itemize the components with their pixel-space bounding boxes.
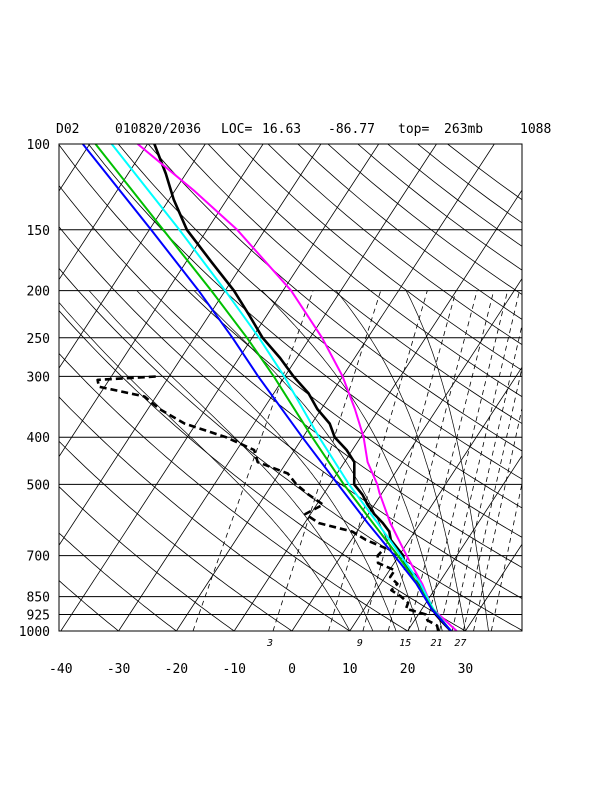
isotherm-line bbox=[60, 144, 380, 631]
dry-adiabat-line bbox=[59, 580, 119, 631]
dry-adiabat-line bbox=[59, 396, 351, 631]
dry-adiabat-line bbox=[387, 144, 522, 247]
header-number: 1088 bbox=[520, 122, 551, 137]
isotherm-line bbox=[407, 455, 522, 631]
dry-adiabat-line bbox=[59, 144, 522, 538]
isotherm-line bbox=[59, 144, 148, 281]
mixing-ratio-line bbox=[407, 290, 495, 631]
plot-frame bbox=[58, 143, 523, 632]
mixing-ratio-label: 15 bbox=[399, 638, 411, 649]
moist-adiabat-line bbox=[193, 290, 420, 631]
dry-adiabat-line bbox=[59, 352, 408, 631]
temperature-tick-label: 30 bbox=[458, 662, 474, 677]
isotherm-line bbox=[465, 543, 522, 631]
moist-adiabat-line bbox=[261, 290, 443, 631]
isotherm-line bbox=[59, 144, 206, 369]
dry-adiabat-line bbox=[327, 144, 522, 295]
header-datetime: 010820/2036 bbox=[115, 122, 201, 137]
temperature-tick-label: -30 bbox=[107, 662, 130, 677]
moist-adiabat-line bbox=[136, 290, 397, 631]
isotherm-line bbox=[59, 144, 322, 546]
isotherm-line bbox=[581, 144, 612, 631]
parcel_magenta-line bbox=[137, 144, 458, 631]
temperature-tick-label: -20 bbox=[165, 662, 188, 677]
dry-adiabat-line bbox=[207, 144, 522, 398]
pressure-tick-label: 925 bbox=[27, 609, 50, 624]
moist-adiabat-line bbox=[59, 301, 351, 631]
dry-adiabat-line bbox=[237, 144, 522, 371]
pressure-tick-label: 700 bbox=[27, 550, 50, 565]
mixing-ratio-label: 21 bbox=[430, 638, 442, 649]
dry-adiabat-line bbox=[88, 144, 522, 509]
mixing-ratio-line bbox=[451, 323, 522, 631]
isotherm-line bbox=[291, 277, 522, 631]
pressure-tick-label: 300 bbox=[27, 370, 50, 385]
dry-adiabat-line bbox=[59, 267, 522, 631]
temperature-tick-label: -10 bbox=[222, 662, 245, 677]
pressure-tick-label: 250 bbox=[27, 332, 50, 347]
isotherm-line bbox=[523, 144, 612, 631]
mixing-ratio-line bbox=[272, 290, 382, 631]
header-id: D02 bbox=[56, 122, 79, 137]
mixing-ratio-line bbox=[387, 290, 478, 631]
pressure-tick-label: 400 bbox=[27, 431, 50, 446]
mixing-ratio-line bbox=[490, 481, 522, 631]
background-grid bbox=[59, 144, 612, 631]
mixing-ratio-label: 27 bbox=[454, 638, 466, 649]
isotherm-line bbox=[118, 144, 437, 631]
temperature-tick-label: -40 bbox=[49, 662, 72, 677]
dry-adiabat-line bbox=[267, 144, 522, 346]
mixing-ratio-label: 3 bbox=[266, 638, 273, 649]
moist-adiabat-line bbox=[88, 290, 374, 631]
dry-adiabat-line bbox=[177, 144, 522, 425]
dry-adiabat-line bbox=[59, 486, 235, 631]
temperature-tick-label: 20 bbox=[400, 662, 416, 677]
pressure-tick-label: 150 bbox=[27, 224, 50, 239]
dry-adiabat-line bbox=[117, 144, 522, 480]
temperature-tick-label: 0 bbox=[288, 662, 296, 677]
moist-adiabat-line bbox=[405, 290, 489, 631]
mixing-ratio-line bbox=[192, 290, 314, 631]
header-lon: -86.77 bbox=[328, 122, 375, 137]
mixing-ratio-label: 9 bbox=[357, 638, 363, 649]
header-top-label: top= bbox=[398, 122, 429, 137]
header-loc-label: LOC= bbox=[221, 122, 252, 137]
temperature-tick-label: 10 bbox=[342, 662, 358, 677]
moist-adiabat-line bbox=[335, 290, 466, 631]
pressure-tick-label: 200 bbox=[27, 285, 50, 300]
pressure-tick-label: 100 bbox=[27, 138, 50, 153]
dry-adiabat-line bbox=[59, 440, 293, 631]
header-lat: 16.63 bbox=[262, 122, 301, 137]
isotherm-line bbox=[233, 189, 522, 631]
dry-adiabat-line bbox=[59, 185, 522, 568]
dry-adiabat-line bbox=[447, 144, 522, 201]
mixing-ratio-line bbox=[439, 290, 520, 631]
mixing-ratio-line bbox=[473, 406, 522, 631]
chart-header: D02 010820/2036 LOC= 16.63 -86.77 top= 2… bbox=[56, 122, 551, 137]
dewpoint-line bbox=[96, 375, 440, 631]
mixing-ratio-line bbox=[424, 290, 509, 631]
pressure-tick-label: 1000 bbox=[19, 625, 50, 640]
isotherm-line bbox=[176, 144, 495, 631]
temperature-line bbox=[153, 144, 452, 631]
header-top-value: 263mb bbox=[444, 122, 483, 137]
parcel_cyan-line bbox=[110, 144, 452, 631]
dry-adiabat-line bbox=[147, 144, 522, 452]
mixing-ratio-line bbox=[462, 365, 522, 631]
dry-adiabat-line bbox=[59, 532, 177, 631]
pressure-tick-label: 500 bbox=[27, 478, 50, 493]
mixing-ratio-line bbox=[362, 290, 457, 631]
pressure-tick-label: 850 bbox=[27, 591, 50, 606]
parcel_blue-line bbox=[82, 144, 452, 631]
sounding-series bbox=[82, 144, 458, 631]
